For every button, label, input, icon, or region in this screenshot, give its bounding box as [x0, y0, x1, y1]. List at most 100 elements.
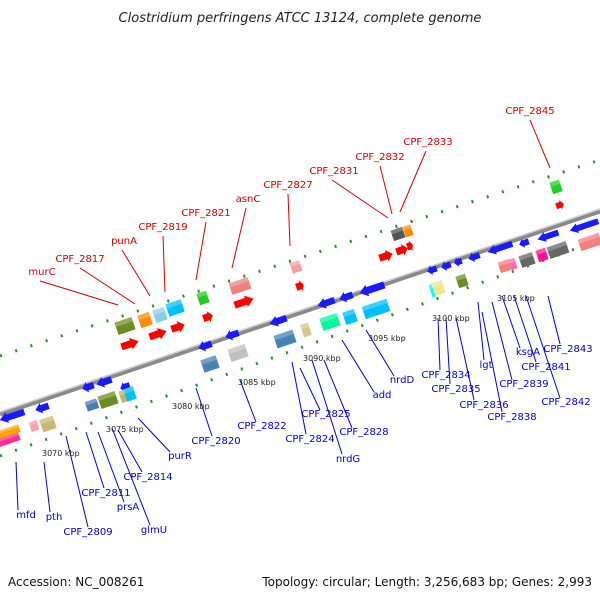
gene-feature[interactable] [358, 279, 386, 299]
lower-gene-label[interactable]: CPF_2814 [123, 472, 172, 483]
lower-gene-label[interactable]: glmU [141, 525, 167, 536]
gene-feature[interactable] [497, 258, 513, 274]
lower-gene-label[interactable]: purR [168, 451, 192, 462]
gene-block[interactable] [28, 419, 40, 433]
gene-feature[interactable] [294, 279, 305, 293]
lower-gene-label[interactable]: CPF_2836 [459, 400, 508, 411]
lower-gene-label[interactable]: CPF_2842 [541, 397, 590, 408]
gene-feature[interactable] [535, 247, 549, 263]
gene-feature[interactable] [224, 328, 241, 343]
gene-block[interactable] [0, 432, 21, 448]
gene-block[interactable] [508, 257, 518, 271]
gene-arrow[interactable] [34, 401, 51, 416]
gene-feature[interactable] [119, 380, 132, 394]
gene-block[interactable] [84, 398, 100, 412]
gene-feature[interactable] [123, 386, 137, 402]
gene-block[interactable] [430, 279, 446, 297]
gene-arrow[interactable] [201, 310, 214, 325]
gene-arrow[interactable] [426, 264, 439, 277]
gene-block[interactable] [123, 386, 137, 402]
upper-gene-label[interactable]: asnC [236, 194, 261, 205]
gene-block[interactable] [300, 322, 312, 338]
gene-feature[interactable] [165, 299, 185, 317]
gene-feature[interactable] [233, 293, 256, 311]
gene-feature[interactable] [169, 319, 186, 335]
gene-feature[interactable] [39, 415, 57, 433]
lower-gene-label[interactable]: ksgA [516, 347, 540, 358]
gene-arrow[interactable] [568, 216, 600, 235]
lower-gene-label[interactable]: nrdD [390, 375, 415, 386]
gene-feature[interactable] [228, 277, 252, 295]
gene-feature[interactable] [289, 260, 303, 274]
gene-feature[interactable] [342, 308, 358, 326]
gene-block[interactable] [97, 390, 119, 410]
gene-feature[interactable] [196, 290, 210, 306]
gene-feature[interactable] [428, 284, 436, 298]
gene-block[interactable] [0, 424, 21, 440]
gene-block[interactable] [577, 232, 600, 252]
gene-feature[interactable] [227, 343, 249, 363]
gene-block[interactable] [319, 312, 341, 332]
lower-gene-label[interactable]: pth [46, 512, 63, 523]
gene-block[interactable] [289, 260, 303, 274]
gene-arrow[interactable] [338, 290, 355, 305]
gene-arrow[interactable] [120, 335, 141, 352]
gene-feature[interactable] [81, 380, 96, 394]
gene-arrow[interactable] [233, 293, 256, 311]
gene-feature[interactable] [518, 252, 536, 268]
gene-block[interactable] [273, 329, 297, 349]
gene-feature[interactable] [453, 256, 464, 268]
gene-feature[interactable] [430, 279, 446, 297]
gene-feature[interactable] [577, 232, 600, 252]
gene-feature[interactable] [197, 339, 214, 354]
lower-gene-label[interactable]: prsA [117, 502, 140, 513]
gene-feature[interactable] [84, 398, 100, 412]
gene-block[interactable] [455, 273, 469, 289]
gene-arrow[interactable] [119, 380, 132, 394]
lower-gene-label[interactable]: CPF_2822 [237, 421, 286, 432]
lower-gene-label[interactable]: mfd [16, 510, 36, 521]
gene-feature[interactable] [120, 335, 141, 352]
gene-arrow[interactable] [224, 328, 241, 343]
gene-feature[interactable] [114, 316, 136, 336]
gene-arrow[interactable] [294, 279, 305, 293]
gene-feature[interactable] [0, 432, 21, 448]
gene-feature[interactable] [455, 273, 469, 289]
gene-block[interactable] [39, 415, 57, 433]
gene-feature[interactable] [549, 179, 563, 195]
lower-gene-label[interactable]: CPF_2838 [487, 412, 536, 423]
gene-feature[interactable] [148, 325, 169, 342]
lower-gene-label[interactable]: CPF_2839 [499, 379, 548, 390]
gene-arrow[interactable] [81, 380, 96, 394]
lower-gene-label[interactable]: CPF_2835 [431, 384, 480, 395]
gene-arrow[interactable] [169, 319, 186, 335]
lower-gene-label[interactable]: nrdG [336, 454, 360, 465]
gene-arrow[interactable] [394, 242, 409, 257]
gene-feature[interactable] [390, 226, 406, 242]
gene-arrow[interactable] [148, 325, 169, 342]
upper-gene-label[interactable]: CPF_2833 [403, 137, 452, 148]
gene-feature[interactable] [361, 298, 391, 320]
gene-feature[interactable] [508, 257, 518, 271]
gene-block[interactable] [152, 306, 168, 324]
lower-gene-label[interactable]: CPF_2824 [285, 434, 334, 445]
gene-feature[interactable] [273, 329, 297, 349]
gene-block[interactable] [227, 343, 249, 363]
gene-feature[interactable] [546, 241, 570, 259]
gene-feature[interactable] [152, 306, 168, 324]
lower-gene-label[interactable]: CPF_2811 [81, 488, 130, 499]
gene-block[interactable] [428, 284, 436, 298]
lower-gene-label[interactable]: CPF_2825 [301, 409, 350, 420]
gene-block[interactable] [342, 308, 358, 326]
gene-arrow[interactable] [358, 279, 386, 299]
gene-feature[interactable] [338, 290, 355, 305]
gene-block[interactable] [137, 311, 153, 329]
gene-feature[interactable] [200, 355, 220, 373]
gene-feature[interactable] [0, 424, 21, 440]
upper-gene-label[interactable]: murC [28, 267, 55, 278]
upper-gene-label[interactable]: CPF_2819 [138, 222, 187, 233]
gene-block[interactable] [200, 355, 220, 373]
gene-feature[interactable] [405, 239, 415, 252]
gene-arrow[interactable] [518, 237, 531, 250]
lower-gene-label[interactable]: CPF_2834 [421, 370, 470, 381]
